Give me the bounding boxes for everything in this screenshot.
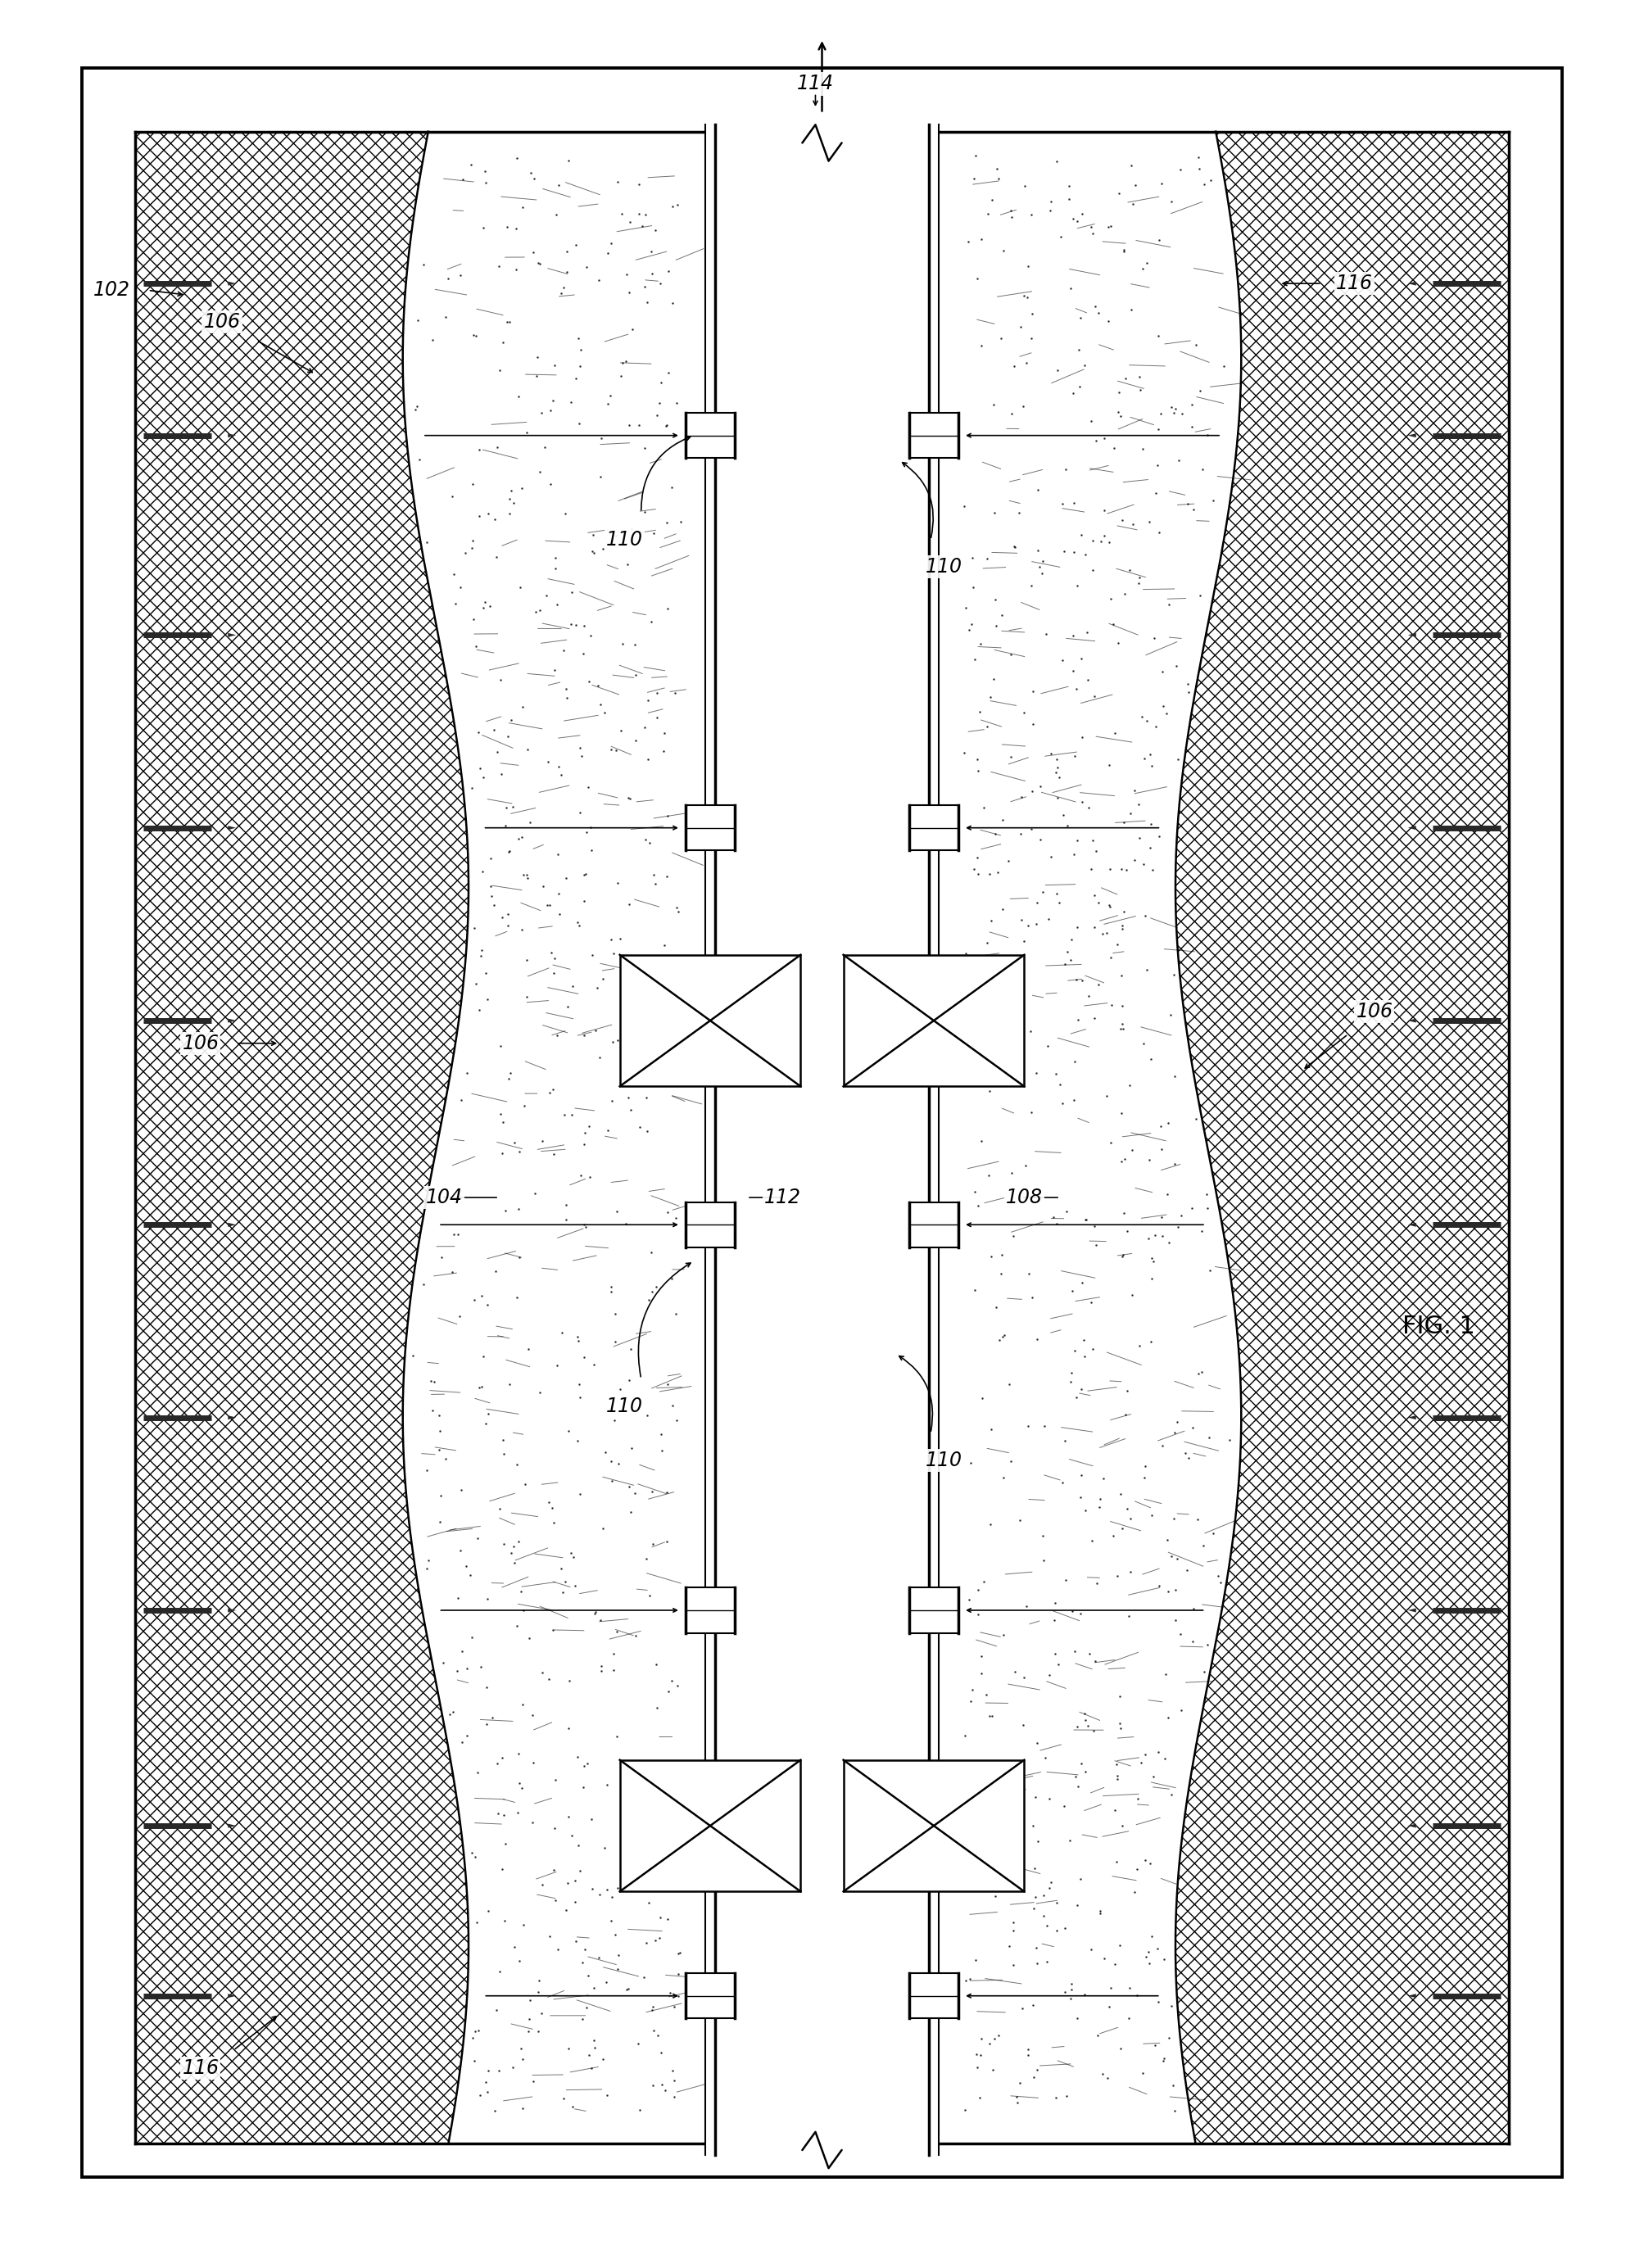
Bar <box>686 413 735 458</box>
Text: 106: 106 <box>182 1034 219 1052</box>
Polygon shape <box>135 132 469 2143</box>
Text: 106: 106 <box>1356 1002 1392 1021</box>
Bar <box>686 1588 735 1633</box>
Text: 116: 116 <box>182 2059 219 2077</box>
Bar <box>686 1202 735 1247</box>
Text: 110: 110 <box>607 1397 643 1415</box>
Bar <box>843 955 1024 1086</box>
Bar <box>620 1760 801 1892</box>
Bar <box>686 1973 735 2019</box>
Text: 106: 106 <box>204 313 240 331</box>
Polygon shape <box>1175 132 1509 2143</box>
Text: 112: 112 <box>764 1188 801 1207</box>
Bar <box>909 1202 958 1247</box>
Bar <box>686 805 735 850</box>
Text: 102: 102 <box>94 281 130 299</box>
Text: FIG. 1: FIG. 1 <box>1402 1315 1475 1338</box>
Bar <box>620 955 801 1086</box>
Bar <box>843 1760 1024 1892</box>
Text: 110: 110 <box>607 531 643 549</box>
Text: 110: 110 <box>926 1452 962 1470</box>
Text: 104: 104 <box>426 1188 462 1207</box>
Bar <box>909 805 958 850</box>
Text: 110: 110 <box>926 558 962 576</box>
Bar <box>909 1973 958 2019</box>
Text: 114: 114 <box>797 75 834 93</box>
Bar <box>909 413 958 458</box>
Bar <box>909 1588 958 1633</box>
Bar <box>705 125 939 2155</box>
Text: 116: 116 <box>1337 274 1373 293</box>
Text: 108: 108 <box>1006 1188 1042 1207</box>
